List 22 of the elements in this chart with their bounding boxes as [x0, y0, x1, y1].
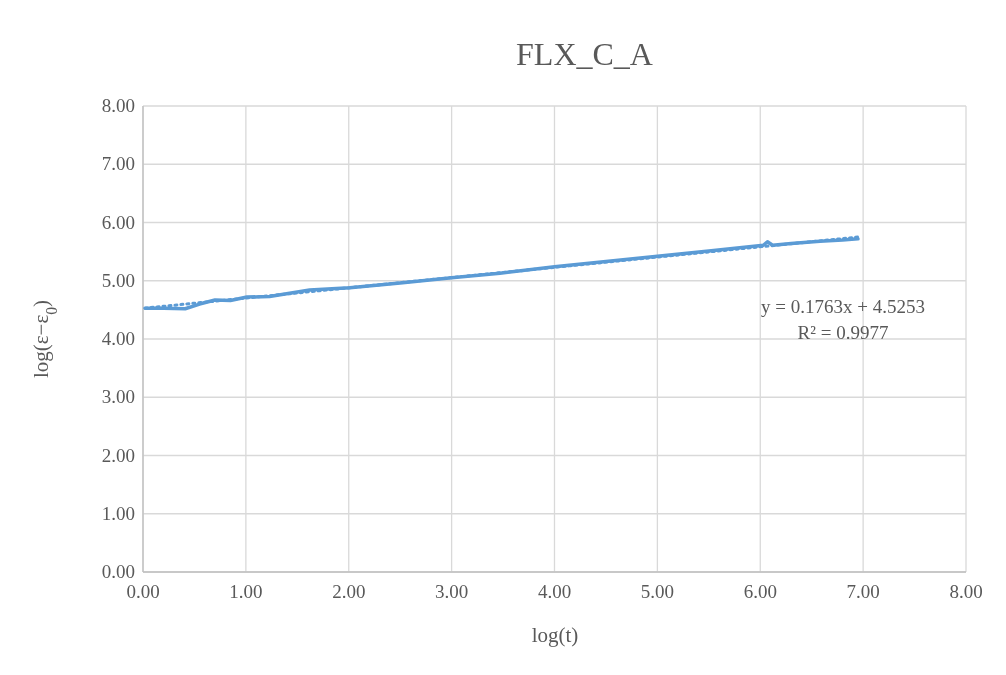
y-tick-label: 3.00	[101, 386, 135, 408]
y-tick-label: 6.00	[101, 211, 135, 233]
y-tick-label: 4.00	[101, 328, 135, 349]
x-tick-label: 7.00	[846, 581, 880, 602]
x-tick-label: 8.00	[949, 581, 983, 602]
y-tick-label: 1.00	[101, 502, 135, 524]
y-tick-label: 8.00	[101, 95, 135, 116]
x-tick-label: 4.00	[537, 581, 572, 602]
x-tick-label: 2.00	[332, 581, 366, 602]
x-axis-title: log(t)	[531, 623, 579, 647]
y-tick-label: 5.00	[101, 269, 135, 291]
x-tick-label: 5.00	[640, 581, 674, 602]
x-tick-label: 1.00	[229, 581, 263, 602]
y-tick-label: 0.00	[101, 561, 135, 582]
y-tick-label: 2.00	[101, 444, 135, 466]
x-tick-label: 0.00	[126, 581, 160, 602]
x-tick-label: 6.00	[743, 581, 777, 602]
annotation: y = 0.1763x + 4.5253	[761, 296, 925, 317]
annotation: R² = 0.9977	[797, 322, 889, 343]
y-tick-label: 7.00	[101, 153, 135, 175]
x-tick-label: 3.00	[435, 581, 469, 602]
chart-title: FLX_C_A	[516, 36, 653, 72]
